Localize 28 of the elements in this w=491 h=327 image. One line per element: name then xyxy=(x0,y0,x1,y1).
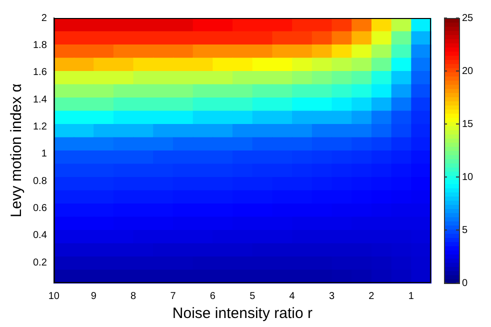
x-tick-label: 7 xyxy=(170,290,176,302)
color-bar-label: 5 xyxy=(462,224,468,236)
y-tick-label: 1.6 xyxy=(32,67,48,78)
y-axis-title: Levy motion index α xyxy=(8,83,26,218)
x-axis-title: Noise intensity ratio r xyxy=(172,305,312,322)
color-bar-label: 15 xyxy=(462,118,474,130)
y-tick-label: 1.8 xyxy=(32,40,48,51)
color-bar-label: 10 xyxy=(462,172,474,183)
x-tick-label: 10 xyxy=(48,290,60,302)
y-tick-label: 0.6 xyxy=(32,203,48,214)
y-tick-label: 1.4 xyxy=(32,94,48,106)
x-tick-label: 4 xyxy=(289,290,296,302)
y-tick-label: 0.8 xyxy=(32,176,48,187)
color-bar-label: 20 xyxy=(462,66,474,77)
y-tick-label: 0.2 xyxy=(32,257,48,268)
x-tick-label: 5 xyxy=(250,290,256,302)
x-tick-label: 3 xyxy=(328,290,335,302)
y-tick-label: 1 xyxy=(41,148,48,160)
y-tick-label: 1.2 xyxy=(32,121,48,132)
x-tick-label: 9 xyxy=(90,290,97,302)
y-tick-label: 0.4 xyxy=(32,230,48,242)
x-tick-label: 6 xyxy=(210,290,216,302)
y-tick-label: 2 xyxy=(41,12,48,24)
color-bar-label: 0 xyxy=(462,278,468,289)
x-tick-label: 8 xyxy=(130,290,137,302)
x-tick-label: 2 xyxy=(368,290,375,302)
color-bar-label: 25 xyxy=(462,12,474,24)
x-tick-label: 1 xyxy=(408,290,414,302)
